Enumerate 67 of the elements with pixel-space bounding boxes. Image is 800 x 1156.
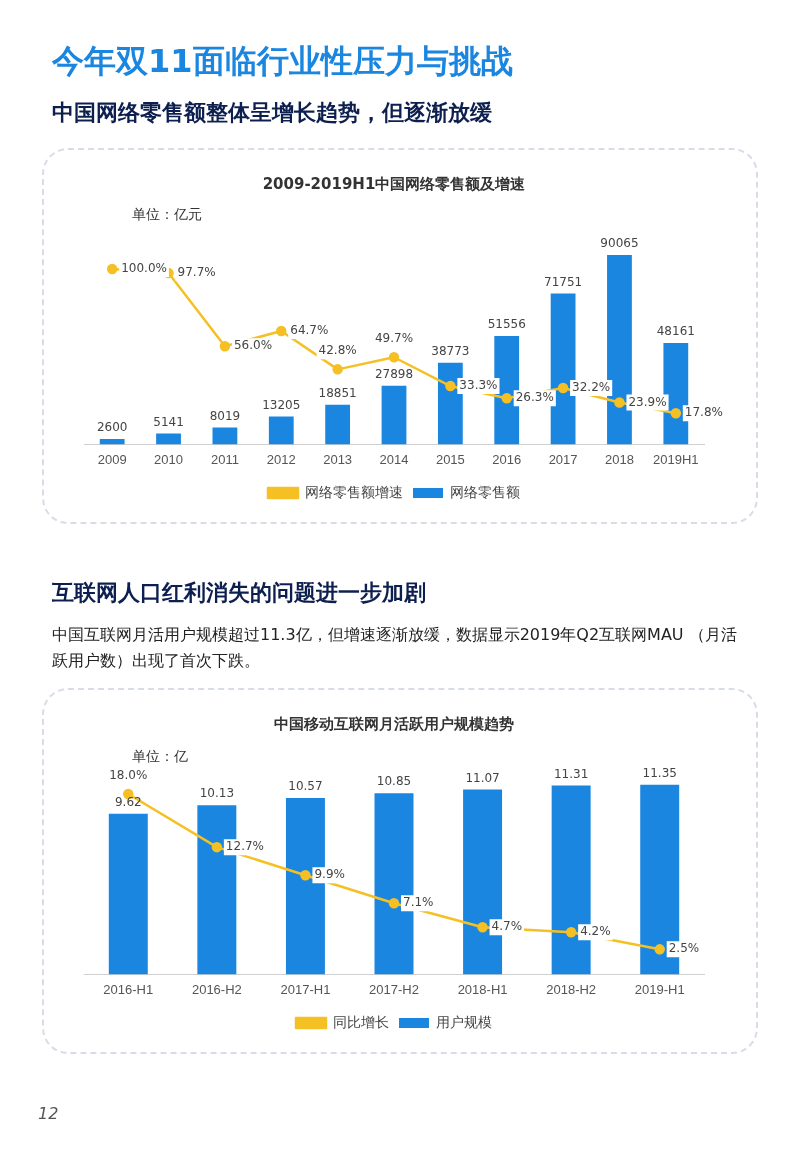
data-label: 26.3%: [515, 390, 554, 405]
data-label: 2.5%: [668, 941, 700, 956]
data-label: 8019: [209, 408, 241, 423]
data-label: 10.13: [199, 786, 235, 801]
legend-label: 网络零售额: [450, 483, 520, 500]
data-label: 23.9%: [628, 394, 667, 409]
data-label: 51556: [487, 317, 526, 332]
data-label: 49.7%: [374, 331, 414, 346]
data-label: 11.07: [465, 770, 500, 785]
data-label: 12.7%: [225, 839, 264, 854]
data-label: 90065: [600, 236, 639, 251]
data-label: 9.62: [114, 794, 142, 809]
data-label: 42.8%: [318, 343, 357, 358]
data-label: 56.0%: [233, 338, 273, 353]
data-label: 7.1%: [403, 895, 434, 910]
x-tick-label: 2019-H1: [634, 981, 685, 997]
data-label: 4.2%: [580, 924, 611, 939]
legend-label: 用户规模: [436, 1013, 492, 1030]
x-tick-label: 2016-H2: [191, 981, 242, 997]
text: 今年双11面临行业性压力与挑战: [52, 41, 513, 82]
data-label: 48161: [656, 324, 695, 339]
x-tick-label: 2018-H1: [457, 981, 508, 997]
x-tick-label: 2017: [548, 451, 578, 467]
data-label: 17.8%: [684, 405, 723, 420]
y-axis-title: 单位：亿: [132, 748, 188, 766]
data-label: 5141: [153, 414, 184, 429]
data-label: 9.9%: [314, 867, 345, 882]
data-label: 10.57: [288, 779, 323, 794]
data-label: 100.0%: [121, 261, 167, 276]
data-label: 71751: [544, 274, 583, 289]
legend-label: 同比增长: [333, 1013, 389, 1030]
x-tick-label: 2015: [435, 451, 465, 467]
x-tick-label: 2016-H1: [103, 981, 154, 997]
data-label: 11.31: [553, 766, 589, 781]
data-label: 2600: [96, 420, 128, 435]
data-label: 38773: [431, 343, 470, 358]
x-tick-label: 2016: [492, 451, 522, 467]
text: 12: [38, 1104, 59, 1123]
data-label: 18.0%: [109, 768, 148, 783]
x-tick-label: 2013: [323, 451, 353, 467]
x-tick-label: 2011: [210, 451, 239, 467]
x-tick-label: 2018: [604, 451, 634, 467]
x-tick-label: 2009: [97, 451, 127, 467]
text: 中国互联网月活用户规模超过11.3亿，但增速逐渐放缓，数据显示2019年Q2互联网MAU （月活跃用户数）出现了首次下跌。: [52, 624, 738, 672]
data-label: 4.7%: [491, 919, 523, 934]
data-label: 27898: [374, 366, 414, 381]
data-label: 32.2%: [572, 380, 611, 395]
x-tick-label: 2012: [266, 451, 296, 467]
text: 中国网络零售额整体呈增长趋势，但逐渐放缓: [52, 99, 492, 127]
x-tick-label: 2014: [379, 451, 409, 467]
chart-title: 2009-2019H1中国网络零售额及增速: [262, 174, 527, 193]
data-label: 10.85: [376, 774, 412, 789]
text: 互联网人口红利消失的问题进一步加剧: [52, 579, 426, 607]
x-tick-label: 2017-H1: [280, 981, 331, 997]
data-label: 18851: [318, 385, 357, 400]
x-tick-label: 2017-H2: [369, 981, 419, 997]
data-label: 97.7%: [177, 265, 216, 280]
y-axis-title: 单位：亿元: [132, 206, 202, 224]
data-label: 64.7%: [290, 323, 329, 338]
data-label: 33.3%: [459, 378, 498, 393]
chart-title: 中国移动互联网月活跃用户规模趋势: [274, 714, 514, 733]
x-tick-label: 2019H1: [653, 451, 699, 467]
data-label: 13205: [262, 397, 301, 412]
x-tick-label: 2010: [154, 451, 184, 467]
x-tick-label: 2018-H2: [546, 981, 597, 997]
data-label: 11.35: [642, 765, 677, 780]
legend-label: 网络零售额增速: [305, 483, 403, 500]
